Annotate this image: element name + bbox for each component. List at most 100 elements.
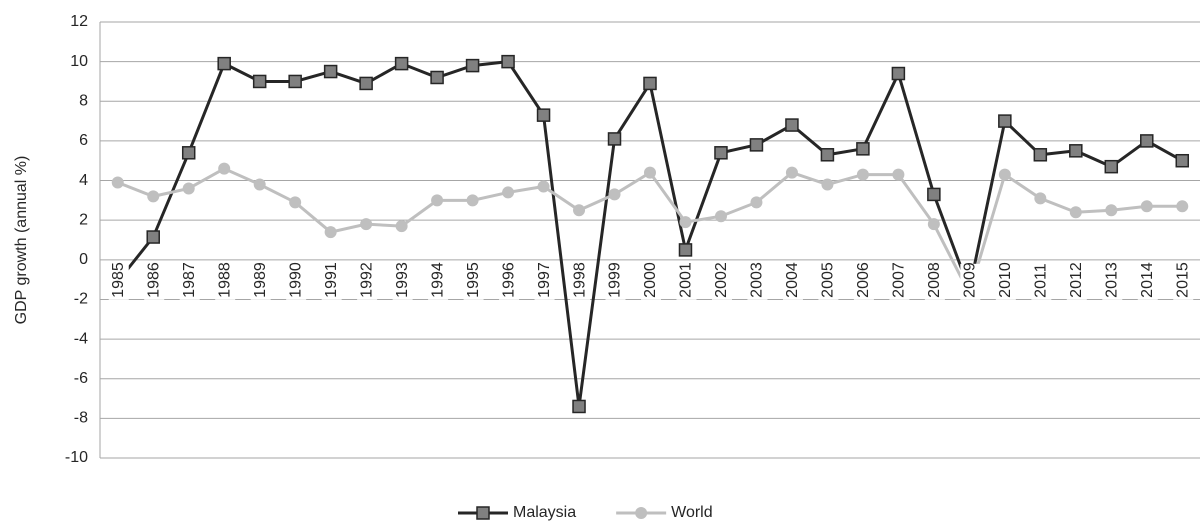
marker (252, 74, 267, 89)
marker (714, 210, 727, 223)
marker (146, 230, 160, 244)
x-tick-bg (1031, 263, 1052, 300)
x-tick-label: 1998 (571, 262, 588, 298)
x-tick: 2004 (782, 262, 803, 300)
x-tick: 1991 (321, 262, 342, 300)
legend-label: World (671, 504, 713, 521)
marker (502, 186, 515, 199)
marker (891, 66, 906, 81)
x-tick-label: 2005 (820, 262, 837, 298)
marker (892, 168, 905, 181)
x-tick-bg (853, 263, 874, 300)
marker (537, 180, 550, 193)
marker (998, 168, 1011, 181)
x-tick: 1990 (286, 262, 307, 300)
x-tick: 2010 (995, 262, 1016, 300)
x-tick: 1997 (534, 262, 555, 300)
marker (1104, 159, 1119, 174)
marker (785, 166, 798, 179)
x-tick-label: 1992 (358, 262, 375, 298)
x-tick-label: 1994 (429, 262, 446, 298)
x-tick-bg (711, 263, 732, 300)
x-tick-bg (570, 263, 591, 300)
marker (1069, 144, 1083, 158)
marker (147, 190, 160, 203)
x-tick: 1998 (570, 262, 591, 300)
y-tick-label: 6 (79, 132, 88, 149)
marker (608, 188, 621, 201)
x-tick: 1992 (357, 262, 378, 300)
x-tick-label: 1996 (500, 262, 517, 298)
y-tick-label: 12 (70, 13, 88, 30)
x-tick: 1985 (108, 262, 129, 300)
marker (182, 182, 195, 195)
x-tick: 2009 (960, 262, 981, 300)
marker (465, 58, 480, 73)
marker (750, 196, 763, 209)
x-tick: 1988 (215, 262, 236, 300)
x-tick-label: 2008 (926, 262, 943, 298)
x-tick-label: 2003 (749, 262, 766, 298)
x-tick-label: 1988 (216, 262, 233, 298)
x-tick: 2002 (711, 262, 732, 300)
marker (181, 146, 196, 160)
x-tick-bg (1173, 263, 1194, 300)
x-tick-label: 2004 (784, 262, 801, 298)
marker (111, 176, 124, 189)
marker (1034, 192, 1047, 205)
marker (856, 142, 870, 156)
x-tick-bg (357, 263, 378, 300)
x-tick-bg (747, 263, 768, 300)
x-tick: 2008 (924, 262, 945, 300)
marker (644, 166, 656, 179)
marker (643, 76, 657, 91)
legend-marker (476, 506, 490, 520)
marker (573, 204, 586, 217)
marker (1140, 134, 1154, 148)
legend-marker (635, 507, 648, 519)
x-tick-label: 2014 (1139, 262, 1156, 298)
x-tick: 2007 (889, 262, 910, 300)
x-tick: 2012 (1066, 262, 1087, 300)
x-tick-bg (641, 263, 661, 300)
x-tick-bg (1137, 263, 1158, 300)
y-tick-label: 4 (79, 172, 88, 189)
x-tick: 2005 (818, 262, 839, 300)
x-tick-bg (960, 263, 981, 300)
x-tick-label: 2007 (891, 262, 908, 298)
marker (466, 194, 479, 207)
x-tick-bg (1102, 263, 1123, 300)
marker (749, 138, 764, 152)
x-tick: 1999 (605, 262, 626, 300)
x-tick-label: 2006 (855, 262, 872, 298)
y-tick-label: -10 (65, 449, 88, 466)
x-tick-label: 1989 (252, 262, 269, 298)
x-tick-label: 2011 (1033, 263, 1050, 298)
x-tick-label: 2013 (1104, 262, 1121, 298)
x-tick-bg (428, 263, 449, 300)
x-tick: 1986 (144, 262, 165, 300)
y-tick-label: 8 (79, 92, 88, 109)
x-tick-label: 1993 (394, 262, 411, 298)
marker (430, 70, 444, 85)
x-tick-label: 2000 (642, 262, 659, 298)
x-tick-bg (995, 263, 1016, 300)
x-tick-label: 2012 (1068, 262, 1085, 298)
x-tick-bg (108, 263, 129, 300)
y-axis-label: GDP growth (annual %) (13, 156, 30, 325)
x-tick-bg (889, 263, 910, 300)
x-tick-bg (321, 263, 342, 300)
x-tick-label: 1997 (536, 262, 553, 298)
x-tick-bg (676, 263, 697, 300)
marker (218, 162, 231, 175)
x-tick-label: 2015 (1174, 262, 1191, 298)
x-tick-bg (499, 263, 520, 300)
y-tick-label: 0 (79, 251, 88, 268)
marker (1105, 204, 1118, 217)
marker (927, 187, 941, 202)
x-tick: 1994 (428, 262, 449, 300)
x-tick-label: 1999 (607, 262, 624, 298)
x-tick: 1987 (179, 262, 200, 300)
marker (395, 220, 408, 233)
x-tick-bg (924, 263, 945, 300)
